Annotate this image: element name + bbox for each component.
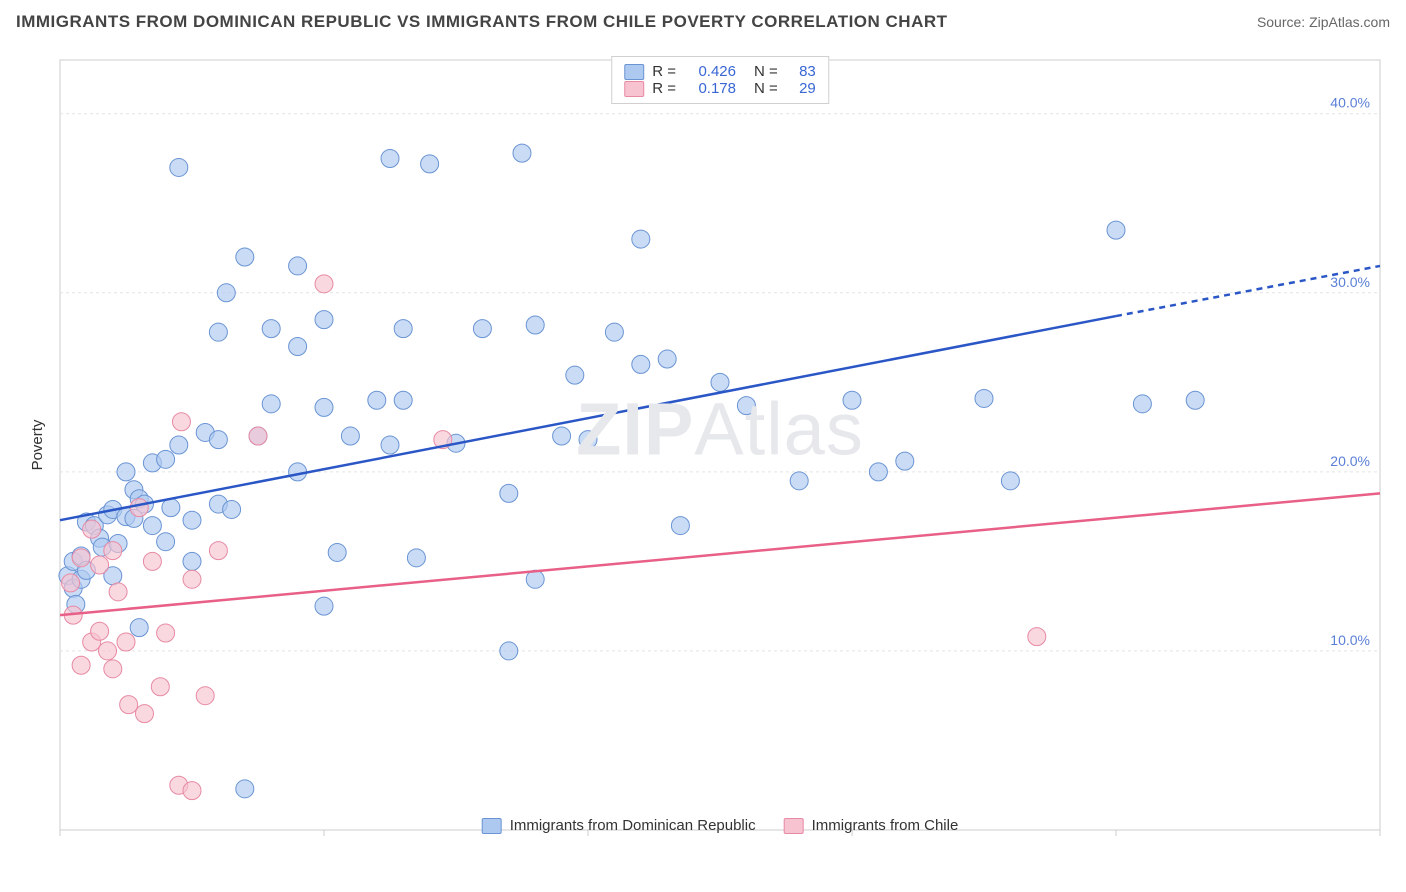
y-axis-label: Poverty [29, 420, 46, 471]
legend-row-dominican: R = 0.426 N = 83 [624, 63, 816, 80]
chart-area: Poverty ZIPAtlas 10.0%20.0%30.0%40.0%0.0… [50, 50, 1390, 840]
n-label: N = [754, 80, 778, 97]
swatch-dominican [624, 64, 644, 80]
svg-text:40.0%: 40.0% [1330, 95, 1370, 111]
svg-text:20.0%: 20.0% [1330, 453, 1370, 469]
legend-row-chile: R = 0.178 N = 29 [624, 80, 816, 97]
legend-series: Immigrants from Dominican Republic Immig… [482, 817, 959, 834]
r-label: R = [652, 80, 676, 97]
svg-text:0.0%: 0.0% [60, 839, 92, 840]
source-prefix: Source: [1257, 14, 1309, 30]
r-label: R = [652, 63, 676, 80]
svg-text:10.0%: 10.0% [1330, 632, 1370, 648]
chart-source: Source: ZipAtlas.com [1257, 14, 1390, 30]
swatch-chile [624, 81, 644, 97]
r-value-chile: 0.178 [684, 80, 736, 97]
n-label: N = [754, 63, 778, 80]
source-name: ZipAtlas.com [1309, 14, 1390, 30]
swatch-dominican [482, 818, 502, 834]
swatch-chile [784, 818, 804, 834]
svg-text:50.0%: 50.0% [1340, 839, 1380, 840]
scatter-chart-svg: 10.0% 20.0% 30.0% 40.0% 0.0% 50.0% [50, 50, 1390, 840]
chart-header: IMMIGRANTS FROM DOMINICAN REPUBLIC VS IM… [0, 0, 1406, 40]
chart-title: IMMIGRANTS FROM DOMINICAN REPUBLIC VS IM… [16, 12, 948, 32]
legend-label-dominican: Immigrants from Dominican Republic [510, 817, 756, 834]
legend-correlation: R = 0.426 N = 83 R = 0.178 N = 29 [611, 56, 829, 104]
legend-label-chile: Immigrants from Chile [812, 817, 959, 834]
legend-item-dominican: Immigrants from Dominican Republic [482, 817, 756, 834]
svg-text:30.0%: 30.0% [1330, 274, 1370, 290]
n-value-chile: 29 [786, 80, 816, 97]
n-value-dominican: 83 [786, 63, 816, 80]
legend-item-chile: Immigrants from Chile [784, 817, 959, 834]
r-value-dominican: 0.426 [684, 63, 736, 80]
